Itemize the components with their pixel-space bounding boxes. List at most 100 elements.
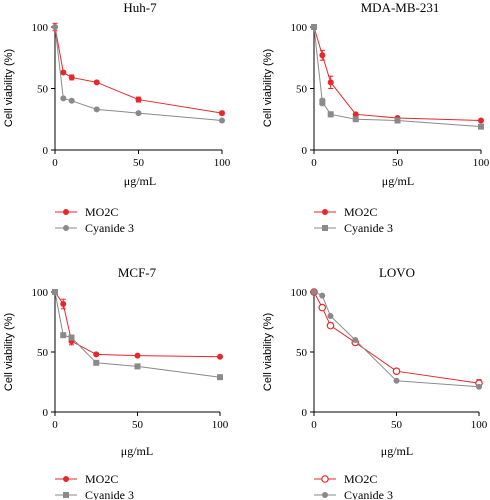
- series-line: [54, 291, 221, 378]
- data-point: [134, 363, 141, 370]
- legend-marker: [322, 225, 328, 231]
- data-point: [60, 301, 67, 307]
- y-tick-label: 50: [296, 347, 308, 359]
- data-point: [93, 351, 100, 358]
- legend-label: Cyanide 3: [344, 221, 393, 235]
- series-line: [54, 26, 223, 114]
- x-tick-label: 0: [311, 157, 317, 169]
- xlabel-top-left: μg/mL: [124, 174, 156, 188]
- series-line: [54, 291, 221, 358]
- chart-title: Huh-7: [123, 0, 157, 15]
- y-tick-label: 50: [296, 84, 308, 96]
- series-line: [313, 26, 482, 121]
- series-cyanide-3: Cyanide 3: [52, 289, 223, 500]
- x-tick-label: 100: [473, 157, 490, 169]
- legend-marker: [63, 476, 69, 482]
- series-line: [54, 26, 223, 121]
- data-point: [219, 117, 225, 124]
- legend-marker: [63, 492, 69, 498]
- y-tick-label: 100: [32, 287, 49, 299]
- x-tick-label: 0: [52, 157, 58, 169]
- data-point: [327, 79, 334, 86]
- data-point: [319, 292, 326, 299]
- legend-label: MO2C: [85, 205, 118, 219]
- data-point: [93, 359, 100, 366]
- data-point: [478, 123, 484, 130]
- series-cyanide-3: Cyanide 3: [52, 24, 225, 235]
- chart-panel-3: MCF-7 Cell viability (%) 0 50 100 0 50 100 MO2C C…: [3, 265, 229, 500]
- data-point: [476, 383, 482, 390]
- series-line: [313, 26, 482, 128]
- legend-label: MO2C: [344, 205, 377, 219]
- x-tick-label: 100: [212, 419, 229, 431]
- data-point: [352, 116, 359, 123]
- data-point: [219, 110, 225, 117]
- y-tick-label: 100: [32, 22, 49, 34]
- legend-marker: [63, 209, 69, 215]
- x-tick-label: 50: [391, 419, 403, 431]
- y-tick-label: 0: [43, 407, 49, 419]
- xlabel-top-right: μg/mL: [382, 174, 414, 188]
- x-tick-label: 100: [214, 157, 231, 169]
- y-tick-label: 0: [43, 145, 49, 157]
- series-cyanide-3: Cyanide 3: [311, 24, 484, 235]
- data-point: [52, 24, 58, 30]
- legend-marker: [322, 492, 328, 498]
- data-point: [93, 106, 100, 113]
- data-point: [68, 74, 75, 81]
- y-axis-label: Cell viability (%): [262, 49, 274, 127]
- y-axis-label: Cell viability (%): [3, 49, 15, 127]
- chart-panel-2: MDA-MB-231 Cell viability (%) 0 50 100 0 50 100…: [262, 0, 490, 235]
- legend-label: Cyanide 3: [344, 488, 393, 500]
- data-point: [52, 289, 58, 295]
- y-tick-label: 100: [291, 287, 308, 299]
- data-point: [134, 352, 141, 359]
- data-point: [318, 303, 327, 312]
- series-mo2c: MO2C: [52, 22, 225, 219]
- x-tick-label: 0: [311, 419, 317, 431]
- x-tick-label: 50: [132, 419, 144, 431]
- data-point: [327, 313, 334, 319]
- series-cyanide-3: Cyanide 3: [311, 289, 482, 500]
- y-tick-label: 50: [37, 347, 49, 359]
- legend-marker: [322, 209, 328, 215]
- chart-panel-1: Huh-7 Cell viability (%) 0 50 100 0 50 100 MO2C C…: [3, 0, 231, 235]
- x-tick-label: 0: [52, 419, 58, 431]
- chart-title: MCF-7: [118, 265, 157, 280]
- data-point: [311, 289, 317, 295]
- data-point: [217, 353, 223, 360]
- chart-title: LOVO: [379, 265, 415, 280]
- data-point: [326, 321, 335, 330]
- legend-label: Cyanide 3: [85, 221, 134, 235]
- data-point: [60, 95, 67, 102]
- data-point: [319, 52, 326, 59]
- y-tick-label: 0: [302, 407, 308, 419]
- data-point: [352, 111, 359, 118]
- chart-panel-4: LOVO Cell viability (%) 0 50 100 0 50 100 MO2C Cy…: [262, 265, 488, 500]
- data-point: [392, 367, 401, 376]
- x-tick-label: 100: [471, 419, 488, 431]
- data-point: [352, 337, 359, 343]
- data-point: [60, 69, 67, 76]
- y-axis-label: Cell viability (%): [262, 313, 274, 391]
- data-point: [327, 111, 334, 118]
- data-point: [68, 97, 75, 104]
- data-point: [394, 117, 401, 124]
- x-tick-label: 50: [133, 157, 145, 169]
- y-tick-label: 0: [302, 145, 308, 157]
- data-point: [60, 332, 67, 339]
- data-point: [68, 334, 75, 341]
- data-point: [93, 79, 100, 86]
- legend-label: MO2C: [344, 472, 377, 486]
- y-axis-label: Cell viability (%): [3, 313, 15, 391]
- data-point: [217, 374, 223, 381]
- xlabel-bottom-left: μg/mL: [121, 444, 153, 458]
- legend-marker: [321, 475, 329, 483]
- y-tick-label: 50: [37, 84, 49, 96]
- y-tick-label: 100: [291, 22, 308, 34]
- data-point: [478, 117, 484, 124]
- data-point: [311, 24, 317, 30]
- data-point: [135, 96, 142, 103]
- legend-marker: [63, 225, 69, 231]
